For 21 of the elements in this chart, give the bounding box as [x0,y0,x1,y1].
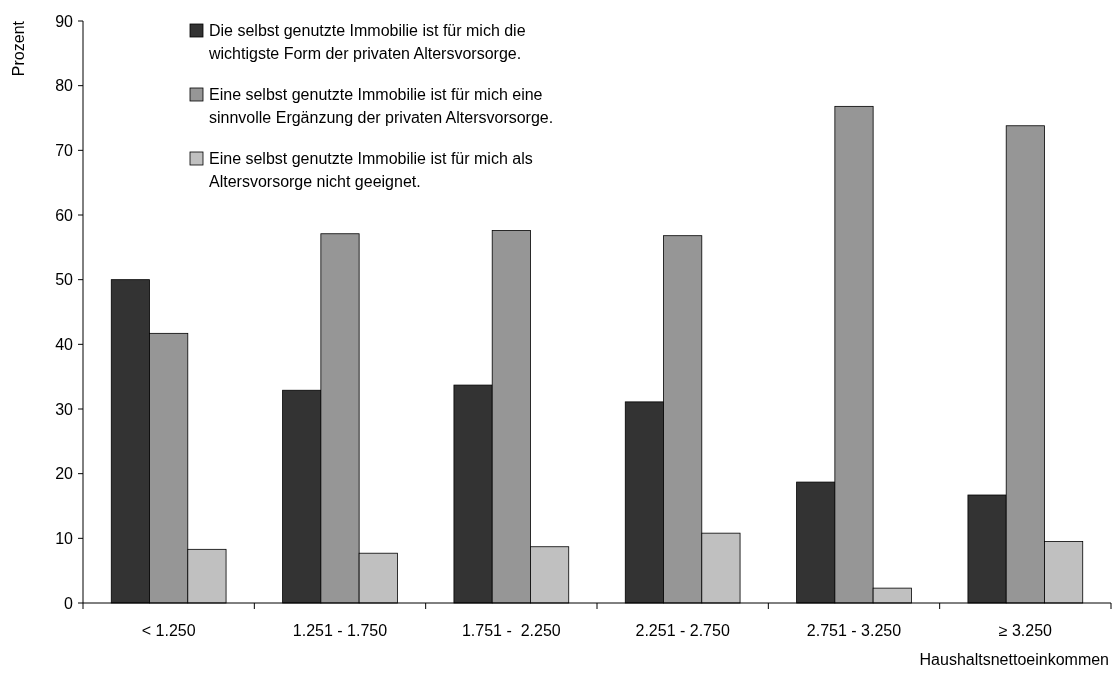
y-tick-label: 50 [55,271,74,289]
x-tick-label: < 1.250 [141,622,196,639]
legend-label: Die selbst genutzte Immobilie ist für mich die wichtigste Form der privaten Altersvorsorge. [208,21,526,62]
x-tick-label: 1.251 - 1.750 [292,622,388,639]
y-tick-label: 60 [55,206,74,224]
legend-label: Eine selbst genutzte Immobilie ist für mich eine sinnvolle Ergänzung der privaten Altersvorsorge. [209,85,554,126]
y-tick-label: 30 [55,400,74,418]
y-axis-title: Prozent [10,20,27,77]
x-tick-label: 2.751 - 3.250 [806,622,902,639]
x-axis-title: Haushaltsnettoeinkommen [919,651,1109,668]
y-tick-label: 70 [55,141,74,159]
y-tick-label: 0 [64,594,74,612]
y-tick-label: 40 [55,335,74,353]
y-tick-label: 80 [55,77,74,95]
x-tick-label: ≥ 3.250 [998,622,1053,639]
x-tick-label: 1.751 - 2.250 [461,622,561,639]
legend-label: Eine selbst genutzte Immobilie ist für mich als Altersvorsorge nicht geeignet. [209,149,533,190]
y-tick-label: 20 [55,465,74,483]
x-tick-label: 2.251 - 2.750 [635,622,730,639]
y-tick-label: 90 [55,12,74,30]
y-tick-label: 10 [55,529,74,547]
